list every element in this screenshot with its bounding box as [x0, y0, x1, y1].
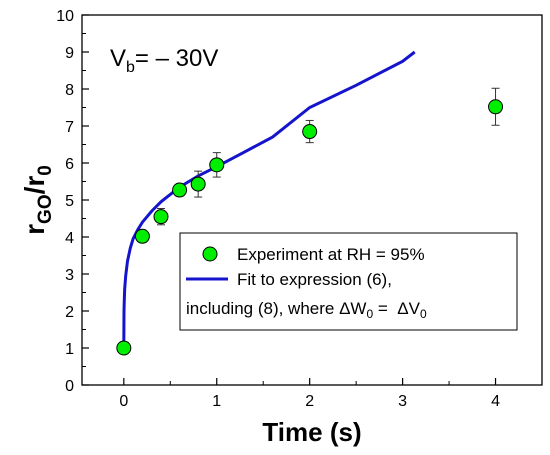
bias-annotation-sub: b	[126, 59, 135, 76]
legend-fit-sub2: 0	[420, 307, 427, 321]
data-point	[116, 340, 132, 356]
y-tick-label-1: 1	[65, 341, 74, 358]
data-point	[190, 176, 206, 192]
y-axis-title-sub2: 0	[35, 165, 56, 176]
legend-fit-mid: = ΔV	[373, 299, 420, 318]
bias-annotation-rest: = – 30V	[135, 45, 218, 72]
y-tick-label-4: 4	[65, 230, 74, 247]
fit-curve	[122, 50, 416, 349]
y-tick-label-7: 7	[65, 119, 74, 136]
data-point	[134, 228, 150, 244]
x-tick-label-1: 1	[212, 393, 221, 410]
legend: Experiment at RH = 95% Fit to expression…	[179, 232, 518, 331]
y-axis-title-sub1: GO	[35, 194, 56, 224]
legend-box	[179, 232, 518, 331]
data-point	[302, 124, 318, 140]
y-tick-label-10: 10	[56, 8, 74, 25]
tick-labels: 0 1 2 3 4 0 1 2 3 4 5 6 7 8 9 10	[56, 8, 500, 410]
legend-label-fit-line2: including (8), where ΔW0 = ΔV0	[186, 299, 427, 321]
data-point	[488, 99, 504, 115]
y-tick-label-9: 9	[65, 45, 74, 62]
y-axis-title-mid: /r	[19, 176, 50, 195]
y-tick-label-3: 3	[65, 267, 74, 284]
axis-ticks	[82, 14, 497, 386]
data-point	[172, 182, 188, 198]
x-tick-label-2: 2	[305, 393, 314, 410]
x-tick-label-4: 4	[491, 393, 500, 410]
y-axis-title-main: r	[19, 224, 50, 235]
y-tick-label-8: 8	[65, 82, 74, 99]
legend-marker-experiment	[202, 246, 218, 262]
x-tick-label-3: 3	[398, 393, 407, 410]
y-tick-label-2: 2	[65, 304, 74, 321]
experiment-points	[116, 87, 504, 356]
y-axis-title: rGO/r0	[19, 165, 56, 235]
legend-label-fit-line1: Fit to expression (6),	[237, 270, 392, 289]
x-tick-label-0: 0	[119, 393, 128, 410]
bias-annotation-main: V	[110, 45, 126, 72]
legend-label-experiment: Experiment at RH = 95%	[237, 245, 425, 264]
legend-fit-sub1: 0	[366, 307, 373, 321]
y-tick-label-5: 5	[65, 193, 74, 210]
data-point	[209, 157, 225, 173]
bias-annotation: Vb= – 30V	[110, 45, 218, 76]
data-point	[153, 209, 169, 225]
legend-fit-line2-main: including (8), where ΔW	[186, 299, 366, 318]
x-axis-title: Time (s)	[262, 417, 361, 447]
y-tick-label-0: 0	[65, 378, 74, 395]
y-tick-label-6: 6	[65, 156, 74, 173]
